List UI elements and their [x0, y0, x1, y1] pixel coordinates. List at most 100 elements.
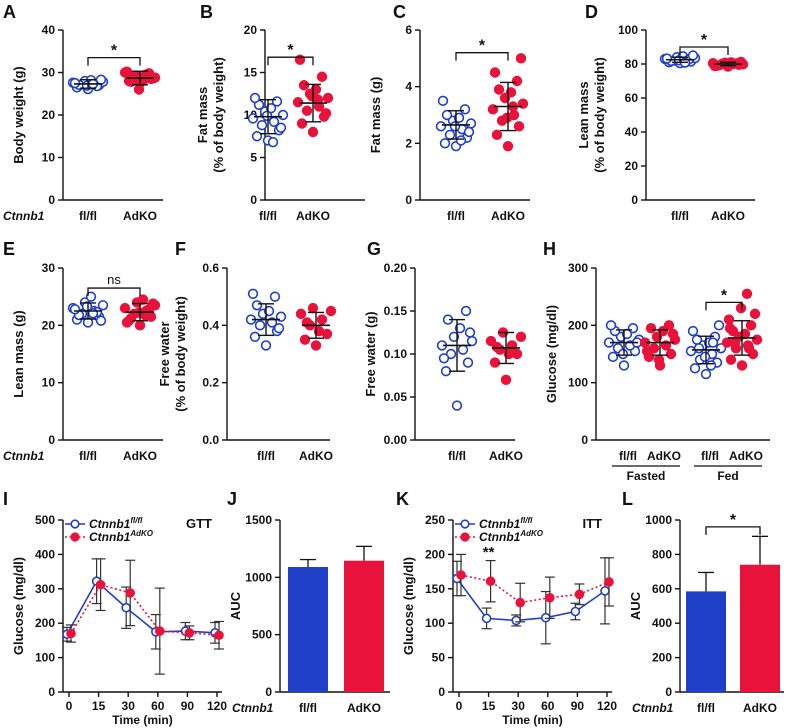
legend-label: Ctnnb1AdKO — [479, 529, 544, 544]
y-tick-label: 20 — [625, 159, 639, 173]
y-tick-label: 100 — [35, 651, 55, 665]
y-tick-label: 0.00 — [384, 433, 408, 447]
series-point — [456, 570, 466, 580]
x-tick-label: 90 — [571, 699, 585, 713]
y-axis-label-line2: (% of body weight) — [211, 57, 226, 173]
data-point — [489, 357, 501, 368]
significance-label: ns — [107, 272, 121, 287]
data-point — [251, 300, 263, 311]
x-tick-label: AdKO — [489, 449, 523, 463]
data-point — [705, 360, 717, 371]
panel-D: D 0 20 40 60 80 100 Lean mass (% of body weight)… — [576, 2, 755, 223]
data-point — [745, 320, 757, 331]
data-point — [513, 121, 525, 132]
y-tick-label: 0.10 — [384, 347, 408, 361]
data-point — [277, 109, 289, 121]
legend-label: Ctnnb1fl/fl — [479, 516, 533, 531]
data-point — [663, 320, 675, 331]
y-tick-label: 10 — [42, 376, 56, 390]
y-axis-label: Glucose (mg/dl) — [544, 305, 559, 403]
data-point — [320, 108, 332, 119]
legend-superscript: fl/fl — [130, 516, 143, 525]
series-point — [511, 615, 522, 626]
data-point — [249, 331, 261, 342]
data-point — [325, 305, 337, 317]
data-point — [322, 92, 334, 104]
data-point — [292, 97, 304, 108]
data-point — [438, 353, 450, 364]
data-point — [665, 348, 677, 360]
series-point — [604, 577, 614, 587]
y-tick-label: 100 — [568, 376, 588, 390]
y-tick-label: 10 — [42, 151, 56, 165]
data-point — [700, 368, 712, 380]
significance-bracket — [705, 526, 761, 535]
data-point — [254, 320, 266, 331]
y-tick-label: 100 — [425, 616, 445, 630]
data-point — [749, 308, 761, 320]
panel-K: K 0 50 100 150 200 250 Glucose (mg/dl) 0 15 30 60 90… — [396, 489, 617, 727]
x-tick-label: AdKO — [123, 209, 157, 223]
data-point — [511, 75, 523, 87]
data-point — [689, 363, 701, 374]
data-point — [271, 96, 283, 107]
data-point — [460, 305, 472, 317]
y-tick-label: 4 — [405, 80, 412, 94]
y-tick-label: 0.15 — [384, 304, 408, 318]
data-point — [723, 314, 735, 325]
y-tick-label: 5 — [250, 151, 257, 165]
data-point — [249, 92, 261, 104]
data-point — [459, 104, 471, 115]
significance-bracket — [705, 301, 743, 311]
data-point — [502, 140, 514, 152]
data-point — [454, 323, 466, 334]
y-tick-label: 0 — [48, 433, 55, 447]
series-point — [66, 628, 76, 639]
x-tick-label: fl/fl — [259, 209, 277, 223]
y-tick-label: 0.05 — [384, 390, 408, 404]
y-tick-label: 20 — [42, 318, 56, 332]
legend-marker — [460, 519, 470, 529]
series-point — [125, 588, 135, 598]
y-tick-label: 250 — [425, 513, 445, 527]
legend-marker — [460, 532, 470, 542]
y-tick-label: 1000 — [645, 513, 672, 527]
data-point — [296, 118, 308, 129]
series-point — [155, 626, 165, 636]
data-point — [605, 320, 617, 331]
x-tick-label: 0 — [456, 699, 463, 713]
data-point — [273, 323, 285, 334]
data-point — [489, 67, 501, 78]
data-point — [735, 302, 747, 314]
y-tick-label: 800 — [652, 547, 672, 561]
panel-letter: D — [585, 2, 598, 22]
y-tick-label: 20 — [42, 108, 56, 122]
data-point — [139, 71, 151, 82]
y-tick-label: 400 — [35, 547, 55, 561]
x-tick-label: AdKO — [743, 701, 777, 715]
y-tick-label: 20 — [244, 23, 258, 37]
data-point — [707, 337, 719, 348]
genotype-label: Ctnnb1 — [3, 209, 45, 223]
significance-label: * — [721, 287, 728, 304]
data-point — [645, 323, 657, 334]
data-point — [501, 112, 513, 124]
data-point — [485, 335, 497, 347]
data-point — [724, 323, 736, 334]
panel-letter: I — [3, 489, 8, 509]
data-point — [444, 129, 456, 141]
panel-letter: C — [393, 2, 406, 22]
data-point — [466, 335, 478, 347]
y-tick-label: 0 — [631, 193, 638, 207]
y-tick-label: 15 — [244, 66, 258, 80]
y-axis-label: Free water — [157, 321, 172, 386]
data-point — [261, 110, 273, 122]
panel-letter: L — [622, 489, 633, 509]
data-point — [301, 105, 313, 116]
data-point — [247, 288, 259, 299]
panel-E: E 0 10 20 30 Lean mass (g) fl/fl AdKO Ctnnb1 ns — [3, 239, 163, 463]
panel-letter: B — [200, 2, 213, 22]
y-tick-label: 300 — [35, 582, 55, 596]
significance-bracket — [267, 56, 314, 66]
